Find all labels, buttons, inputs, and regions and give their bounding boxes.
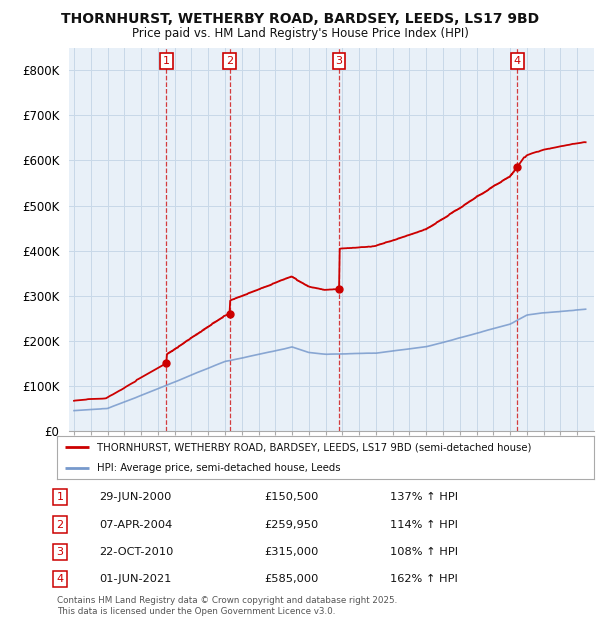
Text: £150,500: £150,500 (264, 492, 319, 502)
Text: 4: 4 (56, 574, 64, 584)
Text: 162% ↑ HPI: 162% ↑ HPI (390, 574, 458, 584)
Text: 4: 4 (514, 56, 521, 66)
Text: 3: 3 (335, 56, 343, 66)
Text: 1: 1 (163, 56, 170, 66)
Text: 137% ↑ HPI: 137% ↑ HPI (390, 492, 458, 502)
Text: 2: 2 (226, 56, 233, 66)
Text: £585,000: £585,000 (264, 574, 319, 584)
Text: 01-JUN-2021: 01-JUN-2021 (99, 574, 172, 584)
Text: THORNHURST, WETHERBY ROAD, BARDSEY, LEEDS, LS17 9BD: THORNHURST, WETHERBY ROAD, BARDSEY, LEED… (61, 12, 539, 27)
Text: HPI: Average price, semi-detached house, Leeds: HPI: Average price, semi-detached house,… (97, 463, 341, 473)
Text: 1: 1 (56, 492, 64, 502)
Text: £315,000: £315,000 (264, 547, 319, 557)
Text: This data is licensed under the Open Government Licence v3.0.: This data is licensed under the Open Gov… (57, 607, 335, 616)
Text: 07-APR-2004: 07-APR-2004 (99, 520, 172, 529)
Text: 2: 2 (56, 520, 64, 529)
Text: 29-JUN-2000: 29-JUN-2000 (99, 492, 172, 502)
Text: 22-OCT-2010: 22-OCT-2010 (99, 547, 173, 557)
Text: Price paid vs. HM Land Registry's House Price Index (HPI): Price paid vs. HM Land Registry's House … (131, 27, 469, 40)
Text: THORNHURST, WETHERBY ROAD, BARDSEY, LEEDS, LS17 9BD (semi-detached house): THORNHURST, WETHERBY ROAD, BARDSEY, LEED… (97, 442, 532, 452)
Text: Contains HM Land Registry data © Crown copyright and database right 2025.: Contains HM Land Registry data © Crown c… (57, 596, 397, 605)
Text: 3: 3 (56, 547, 64, 557)
Text: £259,950: £259,950 (264, 520, 318, 529)
Text: 108% ↑ HPI: 108% ↑ HPI (390, 547, 458, 557)
Text: 114% ↑ HPI: 114% ↑ HPI (390, 520, 458, 529)
